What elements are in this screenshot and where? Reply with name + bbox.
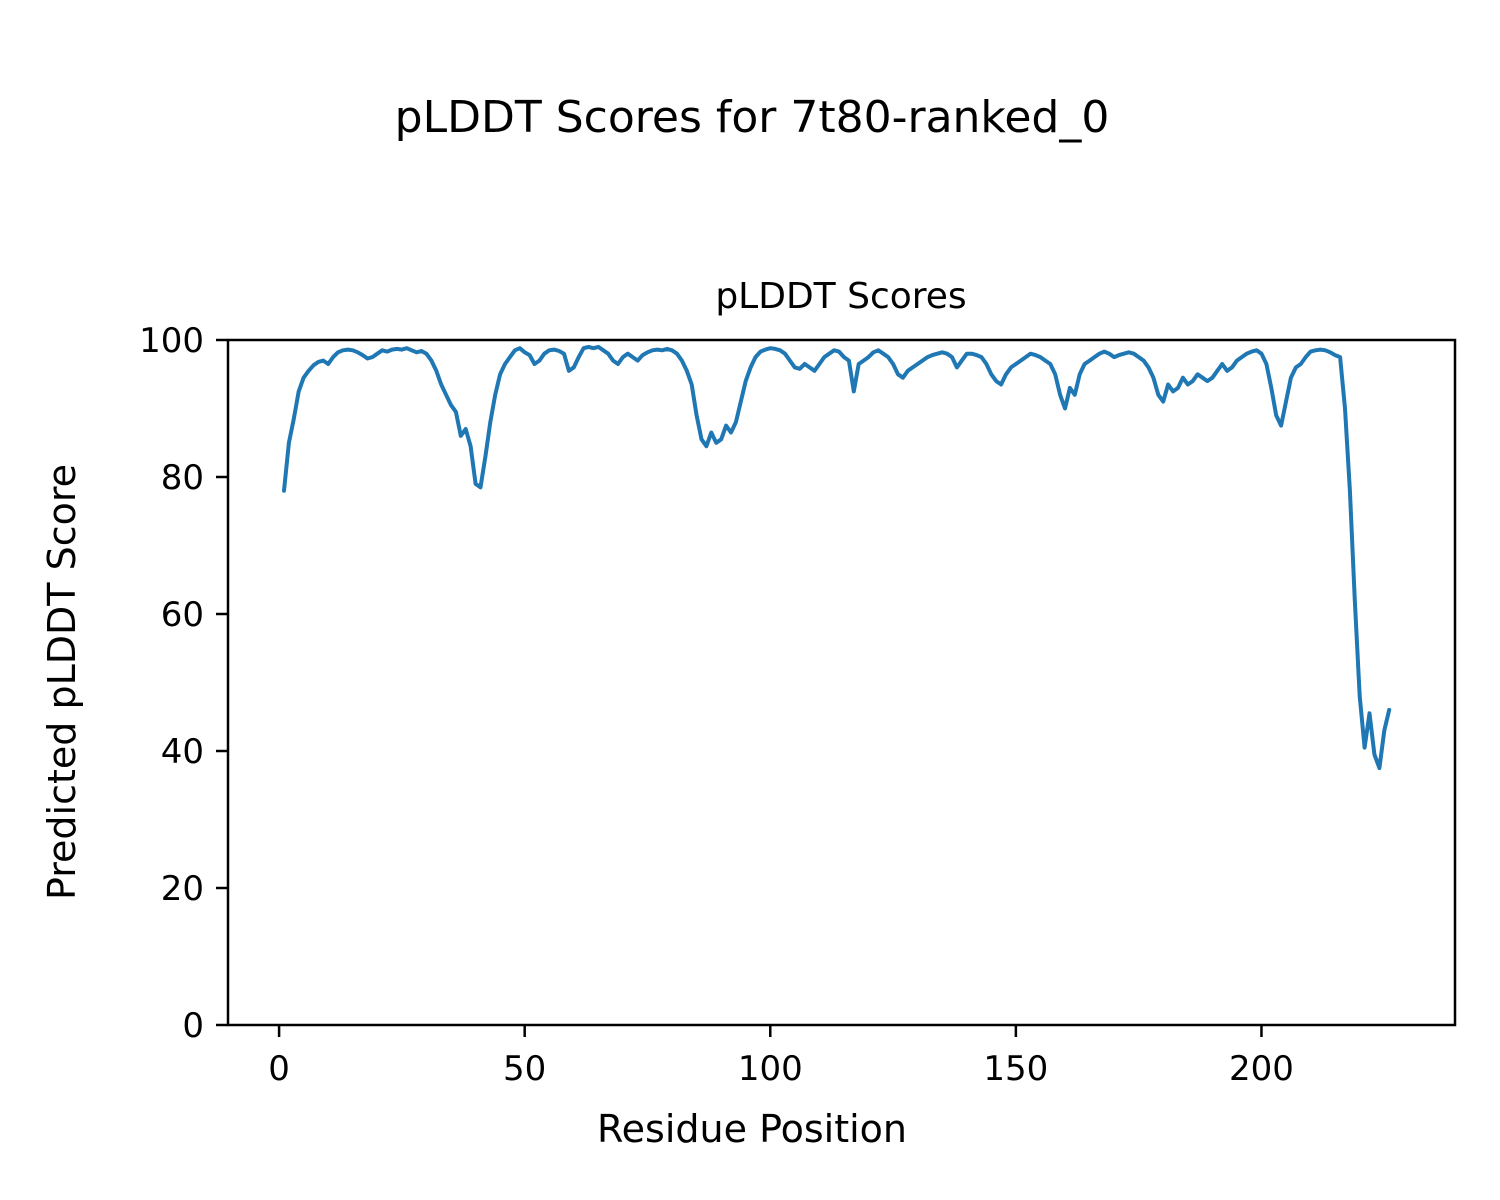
plddt-series-line — [282, 344, 1392, 771]
figure-suptitle: pLDDT Scores for 7t80-ranked_0 — [395, 92, 1110, 143]
y-tick-label: 80 — [161, 458, 204, 498]
x-tick-label: 100 — [738, 1049, 803, 1089]
y-tick-label: 100 — [139, 321, 204, 361]
x-tick-label: 200 — [1229, 1049, 1294, 1089]
axes-frame — [226, 338, 1457, 1027]
x-tick-label: 150 — [983, 1049, 1048, 1089]
y-tick-label: 60 — [161, 595, 204, 635]
y-tick-label: 40 — [161, 732, 204, 772]
y-tick-label: 0 — [182, 1006, 204, 1046]
y-axis-label: Predicted pLDDT Score — [40, 464, 84, 900]
x-tick-label: 0 — [268, 1049, 290, 1089]
y-axis-ticks: 0 20 40 60 80 100 — [139, 321, 228, 1046]
axes-title: pLDDT Scores — [715, 276, 966, 317]
x-axis-label: Residue Position — [597, 1107, 907, 1151]
y-tick-label: 20 — [161, 869, 204, 909]
x-axis-ticks: 0 50 100 150 200 — [268, 1025, 1294, 1089]
x-tick-label: 50 — [503, 1049, 546, 1089]
